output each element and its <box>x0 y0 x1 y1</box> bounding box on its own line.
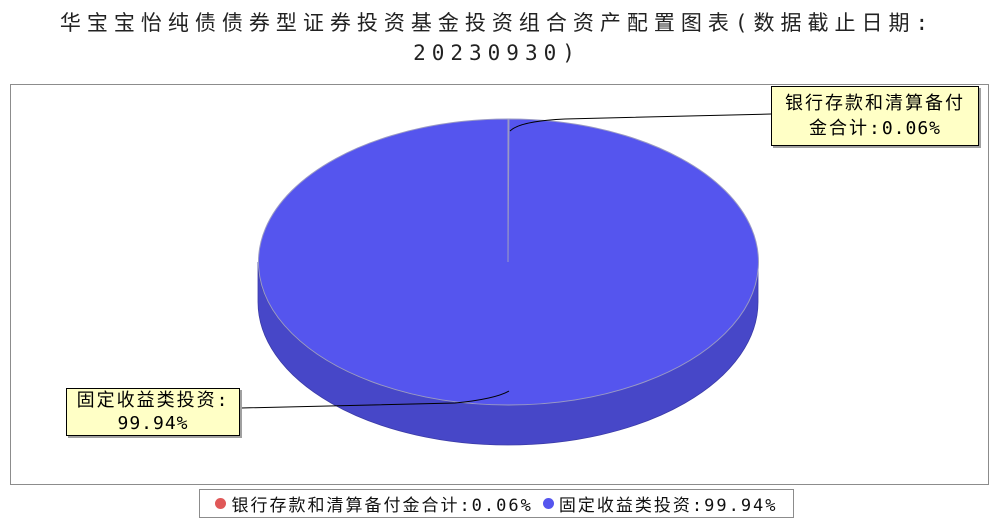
data-label-name: 固定收益类投资: <box>76 390 230 411</box>
pie-top-faces <box>257 118 759 406</box>
data-label-value: 99.94% <box>117 413 189 434</box>
legend-item: 固定收益类投资:99.94% <box>542 491 778 516</box>
leader-line <box>240 390 510 409</box>
data-label: 固定收益类投资:99.94% <box>66 388 240 436</box>
data-label: 银行存款和清算备付金合计:0.06% <box>771 86 979 146</box>
chart-title: 华宝宝怡纯债债券型证券投资基金投资组合资产配置图表(数据截止日期: 2023093… <box>20 8 974 68</box>
data-label-value: 0.06% <box>881 118 942 139</box>
data-label-name: 银行存款和清算备付金合计: <box>785 93 965 139</box>
legend-swatch <box>215 498 227 509</box>
pie-slice <box>257 118 759 406</box>
legend: 银行存款和清算备付金合计:0.06% 固定收益类投资:99.94% <box>199 489 794 518</box>
chart-title-part: 20230930) <box>413 41 581 65</box>
legend-swatch <box>542 498 554 509</box>
legend-item: 银行存款和清算备付金合计:0.06% <box>215 491 532 516</box>
chart-title-part: 华宝宝怡纯债债券型证券投资基金投资组合资产配置图表(数据截止日期: <box>59 11 935 35</box>
legend-label: 固定收益类投资:99.94% <box>558 496 778 516</box>
leader-line <box>509 113 772 132</box>
legend-label: 银行存款和清算备付金合计:0.06% <box>231 496 533 516</box>
